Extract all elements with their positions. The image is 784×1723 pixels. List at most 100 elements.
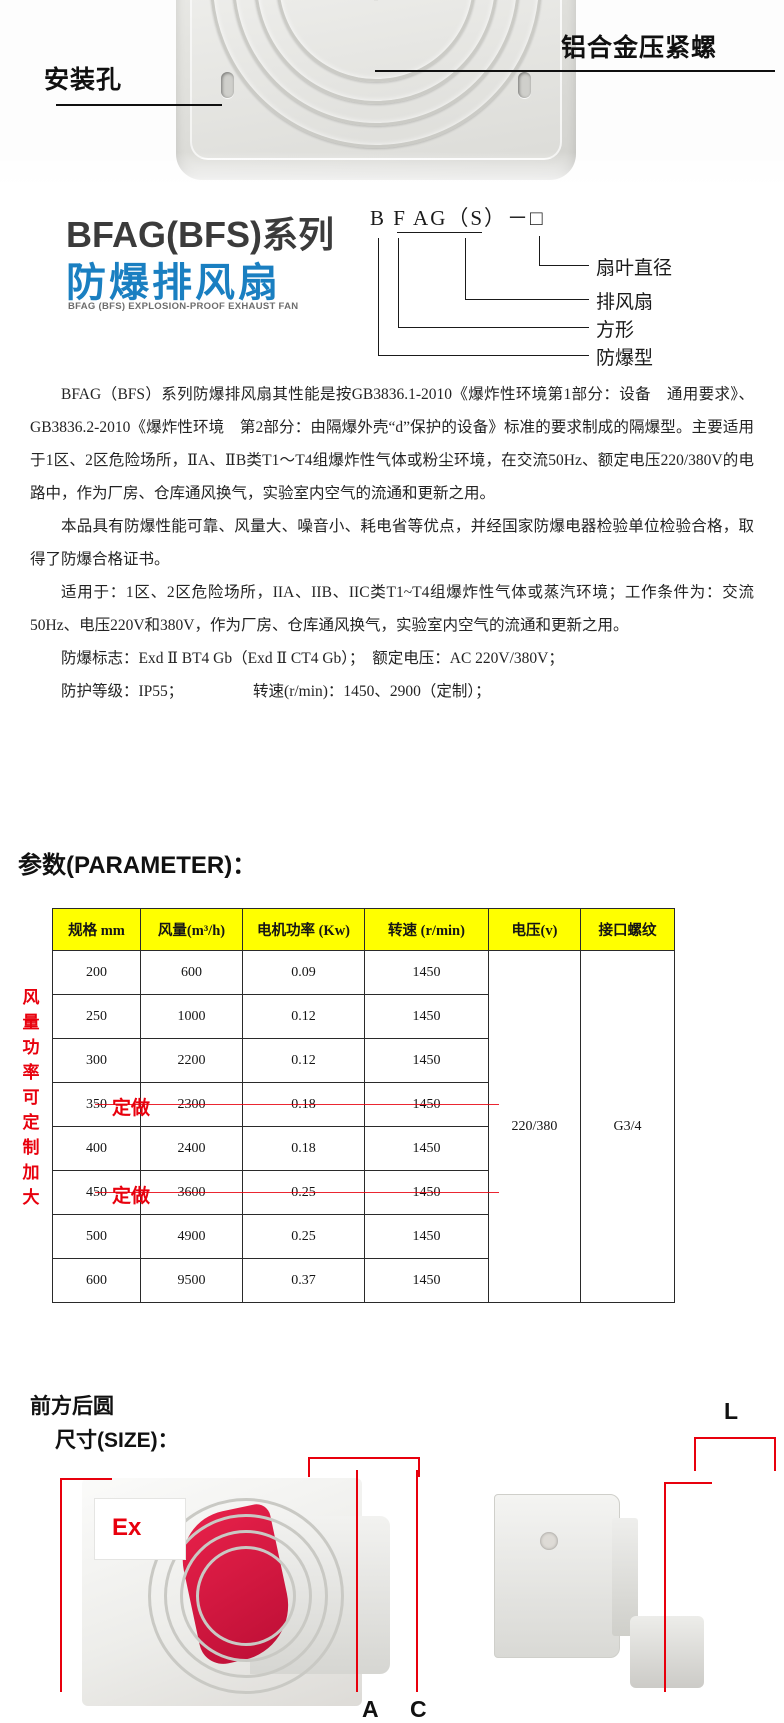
callout-label-mounting-hole: 安装孔 bbox=[44, 66, 123, 94]
cell-power: 0.18 bbox=[242, 1126, 365, 1171]
callout-label-aluminum-gland: 铝合金压紧螺 bbox=[561, 34, 718, 62]
spec-line-explosion-mark: 防爆标志：Exd Ⅱ BT4 Gb（Exd Ⅱ CT4 Gb）； 额定电压：AC… bbox=[61, 650, 564, 667]
col-spec: 规格 mm bbox=[52, 908, 141, 951]
strike-row-450 bbox=[95, 1192, 499, 1193]
exhaust-fan-photo bbox=[176, 0, 576, 180]
cell-airflow: 600 bbox=[140, 950, 243, 995]
size-heading: 尺寸(SIZE)： bbox=[55, 1429, 179, 1452]
ex-label-plate bbox=[94, 1498, 186, 1560]
cell-speed: 1450 bbox=[364, 1258, 489, 1303]
cell-speed: 1450 bbox=[364, 1214, 489, 1259]
cell-spec: 600 bbox=[52, 1258, 141, 1303]
callout-line-aluminum-gland bbox=[375, 70, 775, 72]
cell-airflow: 2200 bbox=[140, 1038, 243, 1083]
leader-v-B bbox=[378, 238, 379, 356]
dim-line-L bbox=[694, 1437, 776, 1439]
nomen-label-exproof-type: 防爆型 bbox=[596, 348, 654, 369]
cell-power: 0.12 bbox=[242, 994, 365, 1039]
cell-spec: 200 bbox=[52, 950, 141, 995]
model-nomenclature-diagram: B F AG（S）－□ 扇叶直径 排风扇 方形 防爆型 bbox=[370, 196, 784, 369]
dim-tick-L-left bbox=[694, 1437, 696, 1471]
dim-label-C: C bbox=[410, 1696, 427, 1722]
dim-vline-left-edge bbox=[60, 1478, 62, 1692]
mounting-hole-right bbox=[518, 72, 531, 98]
cell-airflow: 9500 bbox=[140, 1258, 243, 1303]
custom-badge-row-350: 定做 bbox=[112, 1098, 151, 1119]
mounting-hole-left bbox=[221, 72, 234, 98]
cell-power: 0.09 bbox=[242, 950, 365, 995]
drawing-guard-ring-2 bbox=[164, 1514, 328, 1678]
dim-tick-L-right bbox=[774, 1437, 776, 1471]
dim-label-A: A bbox=[362, 1696, 379, 1722]
dim-line-left-top bbox=[60, 1478, 112, 1480]
cell-power: 0.37 bbox=[242, 1258, 365, 1303]
table-row: 400 2400 0.18 1450 bbox=[52, 1126, 675, 1171]
description-paragraph-1: BFAG（BFS）系列防爆排风扇其性能是按GB3836.1-2010《爆炸性环境… bbox=[30, 386, 754, 502]
drawing-side-knob bbox=[540, 1532, 558, 1550]
leader-v-box bbox=[539, 236, 540, 266]
dim-vline-right bbox=[664, 1482, 666, 1692]
col-voltage: 电压(v) bbox=[488, 908, 581, 951]
table-row: 300 2200 0.12 1450 bbox=[52, 1038, 675, 1083]
cell-airflow: 4900 bbox=[140, 1214, 243, 1259]
airflow-customizable-note: 风量功率可定制加大 bbox=[18, 985, 44, 1210]
drawing-guard-ring-4 bbox=[196, 1546, 296, 1646]
cell-spec: 500 bbox=[52, 1214, 141, 1259]
cell-speed: 1450 bbox=[364, 1038, 489, 1083]
cell-speed: 1450 bbox=[364, 950, 489, 995]
leader-h-blade-dia bbox=[539, 265, 589, 266]
model-code-underline bbox=[397, 232, 482, 233]
col-power: 电机功率 (Kw) bbox=[242, 908, 365, 951]
cell-power: 0.12 bbox=[242, 1038, 365, 1083]
custom-badge-row-450: 定做 bbox=[112, 1186, 151, 1207]
dim-vline-C bbox=[416, 1470, 418, 1692]
table-row: 500 4900 0.25 1450 bbox=[52, 1214, 675, 1259]
cell-airflow: 1000 bbox=[140, 994, 243, 1039]
cell-voltage-merged: 220/380 bbox=[488, 950, 581, 1303]
drawing-side-motor bbox=[630, 1616, 704, 1688]
leader-v-F bbox=[398, 238, 399, 328]
dim-line-right-top bbox=[664, 1482, 712, 1484]
description-block: BFAG（BFS）系列防爆排风扇其性能是按GB3836.1-2010《爆炸性环境… bbox=[30, 378, 754, 708]
table-row: 200 600 0.09 1450 220/380 G3/4 bbox=[52, 950, 675, 1303]
col-speed: 转速 (r/min) bbox=[364, 908, 489, 951]
cell-spec: 400 bbox=[52, 1126, 141, 1171]
cell-spec: 300 bbox=[52, 1038, 141, 1083]
drawing-guard-ring-1 bbox=[148, 1498, 344, 1694]
leader-v-AG bbox=[465, 238, 466, 300]
leader-h-exproof bbox=[378, 355, 589, 356]
dim-vline-A bbox=[356, 1470, 358, 1692]
dim-tick-A-left bbox=[308, 1457, 310, 1477]
title-block: BFAG(BFS)系列 防爆排风扇 BFAG (BFS) EXPLOSION-P… bbox=[0, 196, 784, 356]
drawing-guard-ring-3 bbox=[180, 1530, 312, 1662]
nomen-label-square: 方形 bbox=[596, 320, 635, 341]
nomen-label-blade-diameter: 扇叶直径 bbox=[596, 258, 673, 279]
dim-tick-A-right bbox=[418, 1457, 420, 1477]
cell-speed: 1450 bbox=[364, 1126, 489, 1171]
cell-thread-merged: G3/4 bbox=[580, 950, 675, 1303]
product-series-title: BFAG(BFS)系列 bbox=[66, 214, 334, 255]
photo-bottom-fade bbox=[0, 152, 784, 190]
nomen-label-exhaust-fan: 排风扇 bbox=[596, 292, 654, 313]
callout-line-mounting-hole bbox=[56, 104, 222, 106]
cell-power: 0.25 bbox=[242, 1214, 365, 1259]
table-row: 600 9500 0.37 1450 bbox=[52, 1258, 675, 1303]
product-title-english: BFAG (BFS) EXPLOSION-PROOF EXHAUST FAN bbox=[68, 301, 299, 312]
cell-airflow: 2400 bbox=[140, 1126, 243, 1171]
product-drawing-side bbox=[478, 1466, 768, 1713]
description-paragraph-2: 本品具有防爆性能可靠、风量大、噪音小、耗电省等优点，并经国家防爆电器检验单位检验… bbox=[30, 518, 754, 568]
parameter-heading: 参数(PARAMETER)： bbox=[18, 852, 257, 879]
model-code: B F AG（S）－□ bbox=[370, 206, 545, 230]
product-drawing-front: Ex bbox=[60, 1470, 390, 1713]
drawing-side-housing bbox=[494, 1494, 620, 1658]
leader-h-square bbox=[398, 327, 589, 328]
spec-line-protection-grade: 防护等级：IP55； 转速(r/min)：1450、2900（定制）； bbox=[61, 683, 491, 700]
ex-mark-label: Ex bbox=[112, 1514, 142, 1541]
size-shape-note: 前方后圆 bbox=[30, 1395, 114, 1418]
product-name-title: 防爆排风扇 bbox=[66, 261, 281, 305]
dim-label-L: L bbox=[724, 1398, 739, 1424]
airflow-note-text: 风量功率可定制加大 bbox=[22, 988, 40, 1207]
col-airflow: 风量(m³/h) bbox=[140, 908, 243, 951]
cell-speed: 1450 bbox=[364, 994, 489, 1039]
cell-spec: 250 bbox=[52, 994, 141, 1039]
